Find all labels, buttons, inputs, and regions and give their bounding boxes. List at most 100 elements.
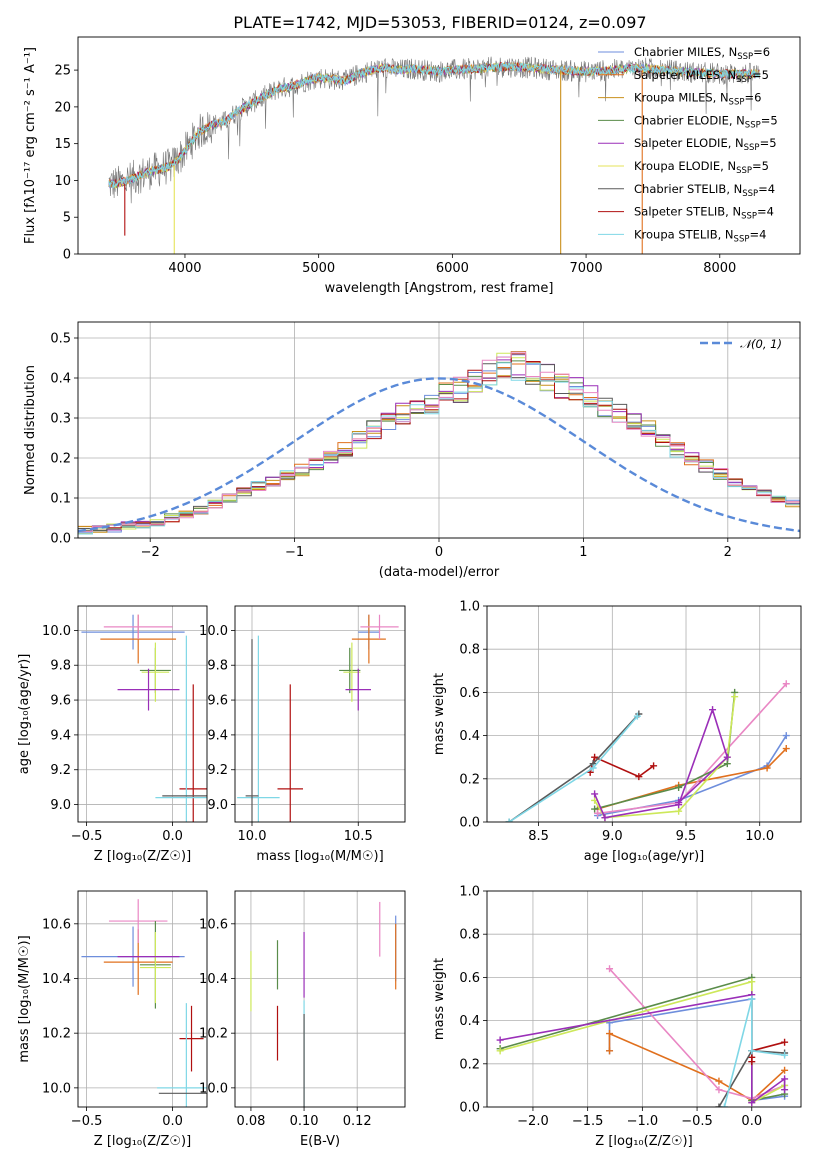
weight-marker <box>748 1053 756 1061</box>
y-tick-label: 25 <box>54 64 71 79</box>
massweight_vs_Z-axes: −2.0 −1.5 −1.0 −0.5 0.0 0.0 0.2 0.4 0.6 0.8 1.0 <box>459 885 801 1129</box>
weight-marker <box>782 732 790 740</box>
legend-label-tail: =4 <box>749 227 766 241</box>
weight-marker <box>675 807 683 815</box>
weight-marker <box>715 1103 723 1107</box>
x-axis-label: (data-model)/error <box>379 565 500 580</box>
weight-line <box>723 998 785 1107</box>
legend-label: Chabrier ELODIE, NSSP=5 <box>634 113 778 130</box>
y-tick-label: 0.1 <box>50 492 71 507</box>
legend-label-tail: =6 <box>744 91 761 105</box>
y-tick-label: 10.4 <box>42 972 71 987</box>
x-axis-label: age [log₁₀(age/yr)] <box>584 849 705 864</box>
x-tick-label: 8.5 <box>528 829 549 844</box>
y-tick-label: 9.6 <box>50 694 71 709</box>
y-tick-label: 0.2 <box>50 452 71 467</box>
x-tick-label: 10.0 <box>745 829 774 844</box>
y-tick-label: 10.2 <box>199 1027 228 1042</box>
weight-marker <box>606 965 614 973</box>
histogram-step <box>78 362 800 535</box>
axes-frame <box>234 890 406 1108</box>
y-tick-label: 10.0 <box>199 624 228 639</box>
legend-label-sub: SSP <box>745 120 761 130</box>
y-tick-label: 15 <box>54 137 71 152</box>
axes-frame <box>77 890 208 1108</box>
weight-marker <box>505 818 513 822</box>
x-tick-label: −0.5 <box>71 1114 103 1129</box>
weight-marker <box>589 764 597 772</box>
axes-frame <box>486 605 802 823</box>
y-tick-label: 0.3 <box>50 412 71 427</box>
y-tick-label: 0.6 <box>459 686 480 701</box>
y-tick-label: 9.8 <box>50 659 71 674</box>
x-tick-label: 7000 <box>570 261 603 276</box>
y-tick-label: 0.0 <box>459 816 480 831</box>
x-axis-label: E(B-V) <box>300 1134 340 1149</box>
data-point <box>157 1003 207 1107</box>
histogram-step <box>78 363 800 532</box>
weight-marker <box>591 805 599 813</box>
weight-marker <box>606 1047 614 1055</box>
spectrum-data-line <box>108 56 760 204</box>
legend-label-sub: SSP <box>736 75 752 85</box>
data-point <box>103 614 173 640</box>
histogram-step <box>78 354 800 534</box>
weight-marker <box>748 995 756 1003</box>
data-point <box>277 684 303 822</box>
x-tick-label: 6000 <box>436 261 469 276</box>
y-tick-label: 0.8 <box>459 928 480 943</box>
legend-label-sub: SSP <box>744 143 760 153</box>
x-axis-label: Z [log₁₀(Z/Z☉)] <box>595 1134 692 1149</box>
x-tick-label: 9.0 <box>602 829 623 844</box>
weight-marker <box>748 1099 756 1107</box>
weight-marker <box>748 1047 756 1055</box>
weight-marker <box>650 762 658 770</box>
histogram-step <box>78 351 800 533</box>
weight-marker <box>723 753 731 761</box>
massweight_vs_age-lines <box>505 680 790 822</box>
axes-frame <box>234 605 406 823</box>
y-tick-label: 0.8 <box>459 643 480 658</box>
y-tick-label: 1.0 <box>459 885 480 900</box>
legend-label-tail: =4 <box>757 205 774 219</box>
x-axis-label: mass [log₁₀(M/M☉)] <box>256 849 383 864</box>
histogram-step <box>78 361 800 531</box>
legend-label: Salpeter MILES, NSSP=5 <box>634 68 769 85</box>
mass_vs_Z-axes: −0.5 0.0 10.0 10.2 10.4 10.6 <box>42 891 207 1129</box>
mass_vs_ebv-points <box>250 901 397 1107</box>
residual-histograms <box>78 351 800 535</box>
x-tick-label: 0.08 <box>236 1114 265 1129</box>
legend-label: Chabrier STELIB, NSSP=4 <box>634 182 775 199</box>
age_vs_Z-points <box>81 614 207 822</box>
y-tick-label: 9.4 <box>207 728 228 743</box>
y-axis-label: age [log₁₀(age/yr)] <box>17 654 32 775</box>
weight-marker <box>781 1066 789 1074</box>
y-axis-label: mass weight <box>432 958 447 1040</box>
x-tick-label: 0.12 <box>343 1114 372 1129</box>
legend-label-tail: =4 <box>758 182 775 196</box>
y-tick-label: 0.2 <box>459 772 480 787</box>
data-point <box>339 647 361 694</box>
legend-label: Kroupa STELIB, NSSP=4 <box>634 227 766 244</box>
weight-marker <box>782 745 790 753</box>
y-tick-label: 9.2 <box>50 763 71 778</box>
data-point <box>237 635 280 822</box>
weight-marker <box>591 790 599 798</box>
x-tick-label: −2.0 <box>517 1114 549 1129</box>
legend-label-tail: =5 <box>761 113 778 127</box>
y-tick-label: 20 <box>54 100 71 115</box>
spectrum-axes: 4000 5000 6000 7000 8000 0 5 10 15 20 25 <box>54 64 736 276</box>
data-point <box>345 668 371 711</box>
weight-marker <box>781 1051 789 1059</box>
legend-label-tail: =5 <box>752 68 769 82</box>
age_vs_mass-axes: 10.0 10.5 9.0 9.2 9.4 9.6 9.8 10.0 <box>199 606 405 844</box>
legend-label-sub: SSP <box>741 212 757 222</box>
weight-line <box>608 968 785 1100</box>
weight-marker <box>635 773 643 781</box>
data-point <box>117 668 180 711</box>
legend-label-tail: =6 <box>753 45 770 59</box>
legend-label-sub: SSP <box>734 234 750 244</box>
y-tick-label: 10 <box>54 174 71 189</box>
x-tick-label: 1 <box>579 545 587 560</box>
data-point <box>179 684 207 822</box>
